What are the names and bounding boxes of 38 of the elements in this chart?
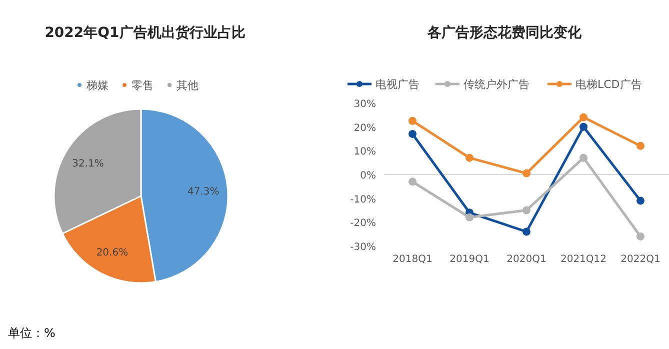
point bbox=[408, 116, 416, 125]
y-tick-label: -30% bbox=[350, 242, 376, 253]
point bbox=[466, 213, 474, 222]
legend-label: 电视广告 bbox=[376, 78, 420, 91]
y-tick-label: 20% bbox=[354, 122, 376, 134]
chart-title: 2022年Q1广告机出货行业占比 bbox=[44, 24, 246, 41]
y-tick-label: 30% bbox=[354, 99, 376, 110]
x-tick-label: 2020Q1 bbox=[506, 254, 546, 265]
point bbox=[408, 130, 416, 138]
legend-label: 电梯LCD广告 bbox=[576, 78, 642, 91]
x-tick-label: 2021Q12 bbox=[560, 254, 607, 265]
x-tick-label: 2022Q1 bbox=[620, 254, 660, 265]
data-label: 47.3% bbox=[188, 186, 220, 198]
x-tick-label: 2018Q1 bbox=[392, 254, 432, 265]
point bbox=[636, 142, 644, 150]
data-label: 32.1% bbox=[72, 158, 104, 170]
point bbox=[580, 122, 588, 131]
text: 单位：% bbox=[8, 326, 56, 340]
point bbox=[522, 206, 530, 214]
point bbox=[636, 232, 644, 240]
legend-label: 零售 bbox=[132, 79, 154, 92]
point bbox=[580, 113, 588, 122]
point bbox=[522, 228, 530, 236]
chart-title: 各广告形态花费同比变化 bbox=[426, 24, 582, 41]
point bbox=[408, 178, 416, 186]
y-tick-label: -20% bbox=[350, 218, 376, 230]
point bbox=[636, 196, 644, 205]
y-tick-label: 0% bbox=[360, 170, 376, 182]
x-tick-label: 2019Q1 bbox=[450, 254, 490, 265]
legend-label: 其他 bbox=[176, 79, 198, 92]
point bbox=[466, 154, 474, 162]
legend-label: 梯媒 bbox=[86, 79, 108, 92]
data-label: 20.6% bbox=[96, 248, 128, 259]
y-tick-label: 10% bbox=[354, 146, 376, 158]
point bbox=[580, 154, 588, 162]
point bbox=[522, 169, 530, 178]
y-tick-label: -10% bbox=[350, 194, 376, 206]
legend-label: 传统户外广告 bbox=[464, 78, 530, 91]
